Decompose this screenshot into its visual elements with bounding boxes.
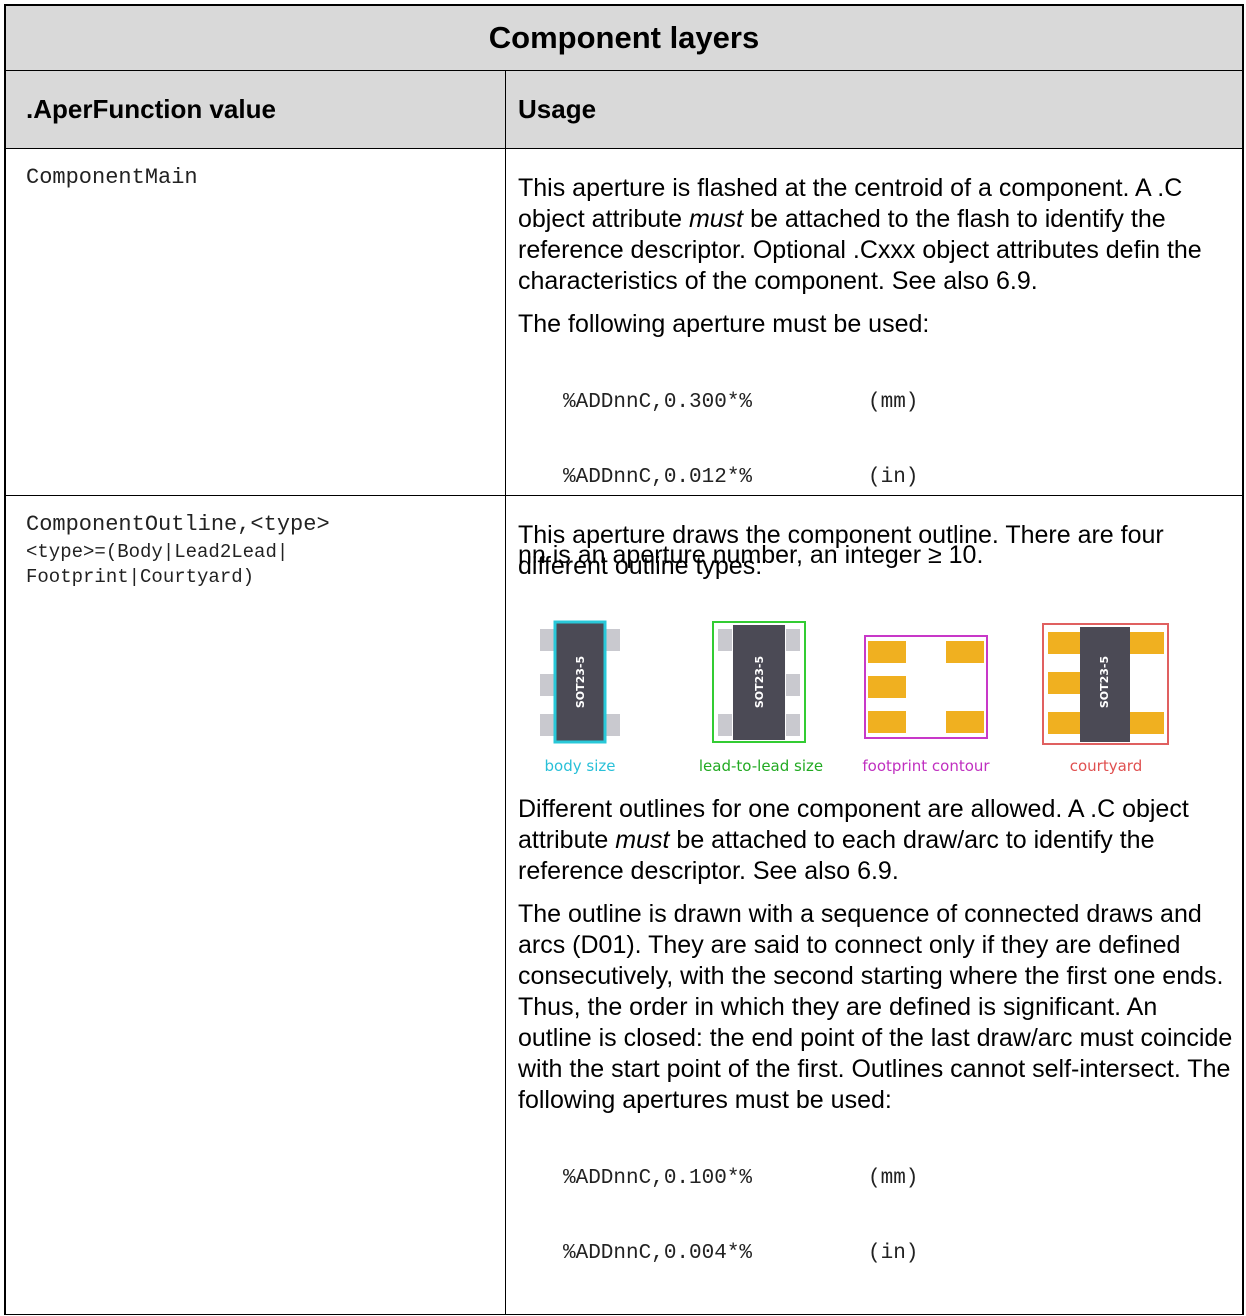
paragraph: This aperture draws the component outlin…: [518, 521, 1164, 580]
unit: (mm): [868, 1167, 919, 1190]
footprint: [864, 635, 988, 739]
text: be attached to the flash to identify the…: [518, 205, 1202, 295]
function-cell: ComponentMain: [4, 148, 506, 496]
header-cell: .AperFunction value: [4, 70, 506, 149]
code-line: %ADDnnC,0.012*% (in): [563, 465, 1234, 490]
paragraph: The outline is drawn with a sequence of …: [518, 900, 1233, 1114]
page: Component layers .AperFunction value Usa…: [4, 4, 1244, 1315]
table-title: Component layers: [4, 4, 1244, 71]
code: %ADDnnC,0.004*%: [563, 1242, 753, 1265]
header-cell: Usage: [505, 70, 1244, 149]
paragraph: Different outlines for one component are…: [518, 794, 1234, 887]
chip-label: SOT23-5: [1098, 656, 1111, 708]
function-detail: Footprint|Courtyard): [26, 566, 255, 588]
usage-cell: This aperture draws the component outlin…: [505, 495, 1244, 1315]
chip-lead: SOT23-5: [712, 621, 806, 743]
outline-figure: SOT23-5 SOT23-5 SOT23-5 body size lead-t…: [540, 620, 1169, 775]
text: This aperture is flashed at the centroid…: [518, 174, 1183, 233]
code: %ADDnnC,0.300*%: [563, 391, 753, 414]
figure-label: courtyard: [1070, 757, 1142, 775]
function-cell: ComponentOutline,<type> <type>=(Body|Lea…: [4, 495, 506, 1315]
code-line: %ADDnnC,0.100*% (mm): [563, 1166, 1234, 1191]
code-line: %ADDnnC,0.004*% (in): [563, 1241, 1234, 1266]
function-name: ComponentOutline,<type>: [26, 512, 330, 537]
emphasis: must: [615, 826, 670, 854]
function-detail: <type>=(Body|Lead2Lead|: [26, 541, 289, 563]
note: nn is an aperture number, an integer ≥ 1…: [518, 541, 984, 569]
chip-label: SOT23-5: [574, 656, 587, 708]
figure-label: lead-to-lead size: [699, 757, 823, 775]
emphasis: must: [688, 205, 744, 233]
figure-label: footprint contour: [862, 757, 990, 775]
unit: (mm): [868, 391, 919, 414]
code: %ADDnnC,0.012*%: [563, 466, 753, 489]
usage-cell: This aperture is flashed at the centroid…: [505, 148, 1244, 569]
text: Different outlines for one component are…: [518, 795, 1189, 854]
function-name: ComponentMain: [26, 165, 198, 190]
code: %ADDnnC,0.100*%: [563, 1167, 753, 1190]
unit: (in): [868, 1242, 919, 1265]
paragraph: The following aperture must be used:: [518, 310, 930, 338]
chip-label: SOT23-5: [753, 656, 766, 708]
unit: (in): [868, 466, 919, 489]
courtyard: SOT23-5: [1042, 623, 1169, 745]
code-block: %ADDnnC,0.300*% (mm) %ADDnnC,0.012*% (in): [518, 340, 1234, 540]
code-block: %ADDnnC,0.100*% (mm) %ADDnnC,0.004*% (in): [518, 1116, 1234, 1316]
figure-label: body size: [545, 757, 616, 775]
paragraph: This aperture is flashed at the centroid…: [518, 173, 1234, 297]
chip-body: SOT23-5: [540, 620, 620, 744]
text: be attached to each draw/arc to identify…: [518, 826, 1155, 885]
code-line: %ADDnnC,0.300*% (mm): [563, 390, 1234, 415]
